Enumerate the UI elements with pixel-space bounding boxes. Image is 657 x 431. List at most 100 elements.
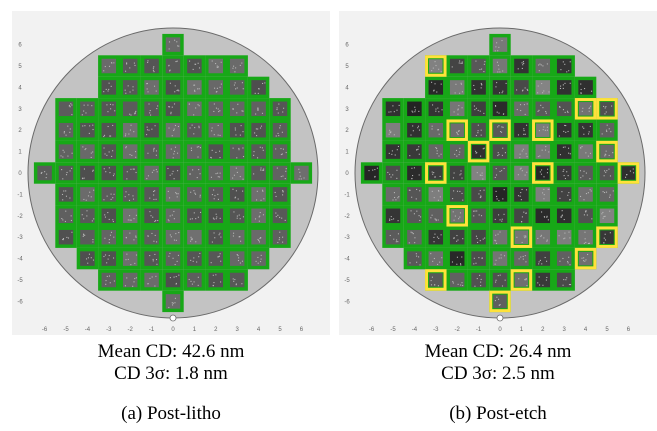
die-value (578, 102, 593, 116)
measurement-site (71, 167, 73, 169)
measurement-site (501, 220, 503, 222)
measurement-site (169, 252, 171, 255)
measurement-site (436, 150, 438, 152)
measurement-site (193, 133, 195, 135)
measurement-site (85, 258, 88, 260)
measurement-site (189, 60, 191, 62)
measurement-site (583, 133, 585, 135)
measurement-site (457, 109, 459, 111)
measurement-site (433, 172, 435, 174)
die-value (621, 166, 636, 180)
measurement-site (526, 171, 528, 173)
measurement-site (494, 176, 496, 179)
measurement-site (127, 258, 129, 260)
measurement-site (108, 239, 110, 241)
measurement-site (560, 69, 562, 71)
die-value (492, 272, 508, 288)
die-highlight (425, 162, 447, 184)
die-value (385, 144, 401, 159)
measurement-site (498, 68, 500, 70)
measurement-site (216, 216, 218, 218)
measurement-site (236, 254, 238, 256)
measurement-site (476, 210, 478, 212)
measurement-site (412, 125, 414, 127)
measurement-site (563, 130, 565, 132)
measurement-site (132, 86, 134, 88)
measurement-site (155, 154, 157, 156)
measurement-site (195, 218, 197, 220)
measurement-site (277, 132, 279, 135)
measurement-site (194, 192, 196, 194)
die-value (449, 58, 465, 74)
measurement-site (261, 112, 264, 114)
x-tick-label: -6 (369, 327, 375, 333)
measurement-site (632, 168, 634, 170)
die-value (556, 208, 572, 224)
measurement-site (154, 190, 156, 192)
measurement-site (176, 41, 178, 43)
die-value (493, 294, 507, 309)
measurement-site (176, 196, 178, 198)
measurement-site (82, 235, 84, 237)
measurement-site (398, 104, 400, 106)
x-tick-label: -2 (128, 327, 134, 333)
measurement-site (210, 156, 212, 158)
measurement-site (418, 256, 420, 258)
measurement-site (104, 153, 106, 155)
die-value (492, 37, 508, 52)
die-value (385, 122, 401, 138)
measurement-site (525, 212, 527, 214)
measurement-site (199, 147, 201, 149)
measurement-site (146, 126, 148, 128)
measurement-site (590, 190, 592, 192)
measurement-site (459, 147, 461, 149)
measurement-site (585, 210, 587, 212)
die-value (449, 229, 465, 245)
measurement-site (605, 129, 608, 131)
measurement-site (133, 281, 135, 283)
measurement-site (242, 131, 244, 133)
measurement-site (459, 216, 461, 218)
measurement-site (496, 42, 498, 44)
measurement-site (134, 151, 137, 153)
measurement-site (298, 168, 300, 170)
measurement-site (171, 135, 173, 137)
measurement-site (177, 170, 179, 172)
measurement-site (146, 129, 149, 131)
measurement-site (130, 168, 132, 170)
measurement-site (567, 262, 569, 264)
measurement-site (190, 238, 192, 240)
measurement-site (437, 285, 439, 287)
measurement-site (237, 198, 239, 200)
die-value (122, 80, 138, 95)
measurement-site (397, 220, 399, 222)
measurement-site (173, 210, 175, 213)
measurement-site (589, 125, 591, 127)
measurement-site (503, 189, 505, 191)
measurement-site (134, 262, 136, 264)
die-value (229, 272, 245, 288)
die-value (187, 187, 202, 202)
measurement-site (587, 133, 590, 135)
measurement-site (559, 197, 561, 199)
measurement-site (546, 126, 548, 128)
measurement-site (453, 237, 455, 239)
measurement-site (214, 195, 216, 197)
measurement-site (198, 88, 200, 90)
measurement-site (134, 64, 136, 67)
measurement-site (128, 199, 131, 201)
measurement-site (397, 145, 399, 148)
measurement-site (520, 192, 522, 194)
measurement-site (125, 147, 127, 149)
measurement-site (418, 215, 420, 217)
measurement-site (152, 258, 154, 260)
measurement-site (625, 174, 628, 176)
measurement-site (560, 85, 562, 87)
measurement-site (149, 109, 151, 112)
measurement-site (477, 124, 479, 126)
measurement-site (176, 260, 178, 262)
measurement-site (605, 171, 607, 173)
measurement-site (632, 172, 635, 174)
die-value (578, 229, 593, 245)
die-value (450, 123, 464, 137)
